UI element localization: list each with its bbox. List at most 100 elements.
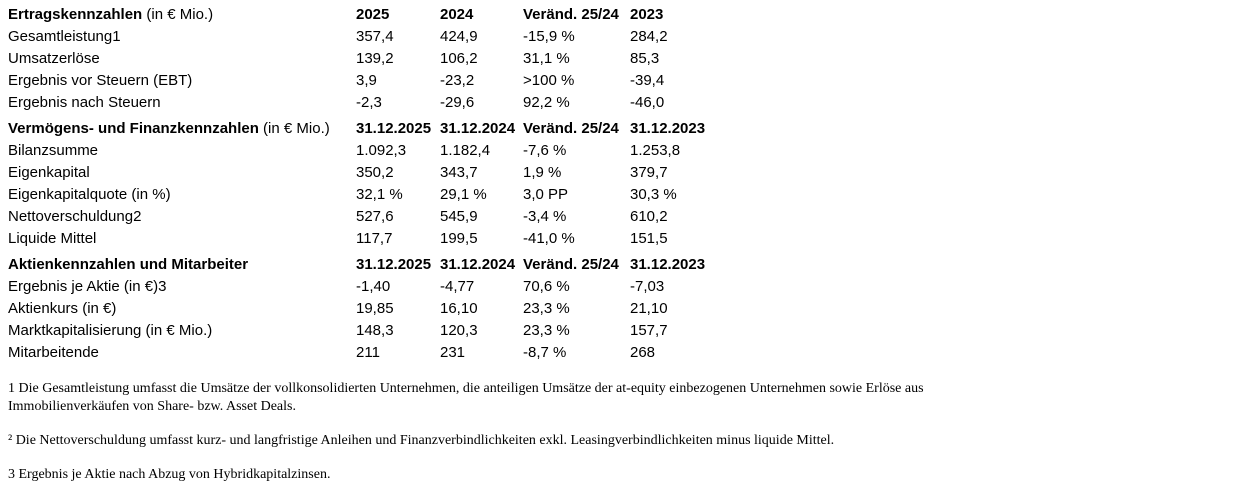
row-label: Ergebnis nach Steuern: [8, 94, 161, 111]
section-header-label: Vermögens- und Finanzkennzahlen (in € Mi…: [8, 118, 356, 140]
cell: 23,3 %: [523, 322, 570, 339]
row-label: Nettoverschuldung2: [8, 208, 142, 225]
cell: -1,40: [356, 278, 391, 295]
section-header-label: Ertragskennzahlen (in € Mio.): [8, 4, 356, 26]
cell: -3,4 %: [523, 208, 567, 225]
cell: 148,3: [356, 322, 394, 339]
cell: -39,4: [630, 72, 665, 89]
table-row: Ergebnis nach Steuern -2,3 -29,6 92,2 % -46,…: [8, 92, 1227, 114]
table-row: Liquide Mittel 117,7 199,5 -41,0 % 151,5: [8, 228, 1227, 250]
cell: 357,4: [356, 28, 394, 45]
table-row: Eigenkapitalquote (in %) 32,1 % 29,1 % 3,0 …: [8, 184, 1227, 206]
table-row: Aktienkurs (in €) 19,85 16,10 23,3 % 21,10: [8, 298, 1227, 320]
table-row: Umsatzerlöse 139,2 106,2 31,1 % 85,3: [8, 48, 1227, 70]
cell: 379,7: [630, 164, 668, 181]
cell: -15,9 %: [523, 28, 575, 45]
page: Ertragskennzahlen (in € Mio.) 2025 2024 Ver…: [8, 4, 1227, 484]
section-header-row: Vermögens- und Finanzkennzahlen (in € Mi…: [8, 118, 1227, 140]
table-row: Ergebnis je Aktie (in €)3 -1,40 -4,77 70,6 …: [8, 276, 1227, 298]
cell: 424,9: [440, 28, 478, 45]
footnotes: 1 Die Gesamtleistung umfasst die Umsätze…: [8, 380, 1048, 484]
cell: 30,3 %: [630, 186, 677, 203]
cell: -7,6 %: [523, 142, 567, 159]
table-row: Nettoverschuldung2 527,6 545,9 -3,4 % 610,2: [8, 206, 1227, 228]
column-header: 31.12.2023: [630, 256, 706, 273]
cell: 120,3: [440, 322, 478, 339]
table-section: Aktienkennzahlen und Mitarbeiter 31.12.20…: [8, 254, 1227, 364]
section-title: Ertragskennzahlen: [8, 6, 143, 23]
cell: 3,9: [356, 72, 377, 89]
section-header-label: Aktienkennzahlen und Mitarbeiter: [8, 254, 356, 276]
column-header: 31.12.2024: [440, 120, 516, 137]
column-header: 2024: [440, 6, 474, 23]
row-label: Aktienkurs (in €): [8, 300, 117, 317]
cell: 545,9: [440, 208, 478, 225]
cell: 70,6 %: [523, 278, 570, 295]
cell: 211: [356, 344, 380, 361]
column-header: 31.12.2023: [630, 120, 706, 137]
row-label: Umsatzerlöse: [8, 50, 100, 67]
row-label: Marktkapitalisierung (in € Mio.): [8, 322, 213, 339]
cell: 231: [440, 344, 466, 361]
column-header: Veränd. 25/24: [523, 256, 619, 273]
section-unit: (in € Mio.): [146, 6, 214, 23]
cell: -8,7 %: [523, 344, 567, 361]
cell: -7,03: [630, 278, 665, 295]
cell: -23,2: [440, 72, 475, 89]
footnote: 3 Ergebnis je Aktie nach Abzug von Hybri…: [8, 467, 331, 482]
section-header-row: Aktienkennzahlen und Mitarbeiter 31.12.20…: [8, 254, 1227, 276]
cell: 117,7: [356, 230, 393, 247]
row-label: Ergebnis je Aktie (in €)3: [8, 278, 167, 295]
cell: 1.182,4: [440, 142, 491, 159]
cell: 151,5: [630, 230, 668, 247]
cell: 343,7: [440, 164, 478, 181]
row-label: Gesamtleistung1: [8, 28, 121, 45]
column-header: Veränd. 25/24: [523, 120, 619, 137]
table-row: Gesamtleistung1 357,4 424,9 -15,9 % 284,2: [8, 26, 1227, 48]
cell: -2,3: [356, 94, 382, 111]
section-title: Vermögens- und Finanzkennzahlen: [8, 120, 259, 137]
cell: -41,0 %: [523, 230, 575, 247]
key-figures-table: Ertragskennzahlen (in € Mio.) 2025 2024 Ver…: [8, 4, 1227, 364]
footnote: ² Die Nettoverschuldung umfasst kurz- un…: [8, 433, 835, 448]
cell: 31,1 %: [523, 50, 570, 67]
row-label: Eigenkapitalquote (in %): [8, 186, 171, 203]
cell: 610,2: [630, 208, 668, 225]
cell: 32,1 %: [356, 186, 403, 203]
cell: 268: [630, 344, 656, 361]
cell: 157,7: [630, 322, 668, 339]
footnote: 1 Die Gesamtleistung umfasst die Umsätze…: [8, 381, 924, 414]
cell: 1.092,3: [356, 142, 407, 159]
cell: 92,2 %: [523, 94, 570, 111]
table-row: Ergebnis vor Steuern (EBT) 3,9 -23,2 >100 %…: [8, 70, 1227, 92]
cell: -46,0: [630, 94, 665, 111]
cell: 106,2: [440, 50, 478, 67]
cell: 16,10: [440, 300, 478, 317]
table-row: Mitarbeitende 211 231 -8,7 % 268: [8, 342, 1227, 364]
cell: 199,5: [440, 230, 478, 247]
cell: 23,3 %: [523, 300, 570, 317]
cell: 1,9 %: [523, 164, 562, 181]
table-row: Marktkapitalisierung (in € Mio.) 148,3 120…: [8, 320, 1227, 342]
cell: 29,1 %: [440, 186, 487, 203]
row-label: Bilanzsumme: [8, 142, 99, 159]
section-unit: (in € Mio.): [263, 120, 330, 137]
cell: >100 %: [523, 72, 575, 89]
cell: -4,77: [440, 278, 475, 295]
cell: 1.253,8: [630, 142, 681, 159]
cell: 527,6: [356, 208, 394, 225]
column-header: 31.12.2024: [440, 256, 516, 273]
cell: 3,0 PP: [523, 186, 569, 203]
row-label: Mitarbeitende: [8, 344, 99, 361]
column-header: 31.12.2025: [356, 120, 432, 137]
table-section: Vermögens- und Finanzkennzahlen (in € Mi…: [8, 118, 1227, 250]
cell: 85,3: [630, 50, 660, 67]
cell: 350,2: [356, 164, 394, 181]
cell: -29,6: [440, 94, 475, 111]
column-header: 2025: [356, 6, 390, 23]
table-row: Bilanzsumme 1.092,3 1.182,4 -7,6 % 1.253,8: [8, 140, 1227, 162]
cell: 19,85: [356, 300, 394, 317]
row-label: Eigenkapital: [8, 164, 90, 181]
table-section: Ertragskennzahlen (in € Mio.) 2025 2024 Ver…: [8, 4, 1227, 114]
column-header: 31.12.2025: [356, 256, 432, 273]
